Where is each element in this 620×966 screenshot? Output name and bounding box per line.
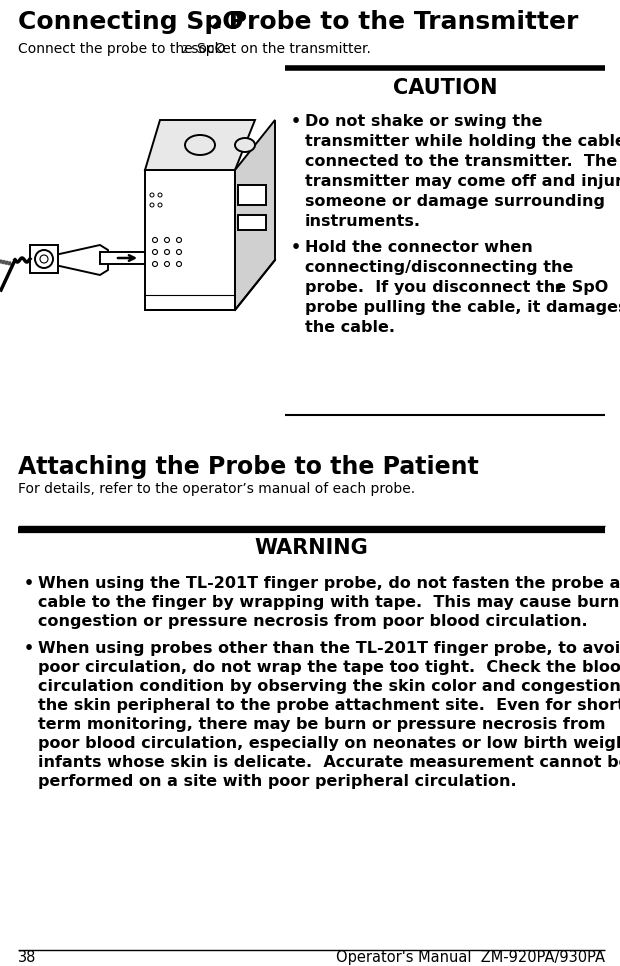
Text: probe pulling the cable, it damages: probe pulling the cable, it damages — [305, 300, 620, 315]
Text: someone or damage surrounding: someone or damage surrounding — [305, 194, 605, 209]
Circle shape — [35, 250, 53, 268]
Circle shape — [177, 262, 182, 267]
Circle shape — [150, 203, 154, 207]
Text: poor blood circulation, especially on neonates or low birth weight: poor blood circulation, especially on ne… — [38, 736, 620, 751]
Text: 2: 2 — [211, 16, 222, 31]
Text: Do not shake or swing the: Do not shake or swing the — [305, 114, 542, 129]
Text: transmitter while holding the cables: transmitter while holding the cables — [305, 134, 620, 149]
Text: •: • — [24, 641, 34, 656]
Circle shape — [177, 249, 182, 254]
Bar — [238, 185, 266, 205]
Polygon shape — [145, 120, 255, 170]
Text: WARNING: WARNING — [255, 538, 368, 558]
Circle shape — [153, 262, 157, 267]
Text: When using probes other than the TL-201T finger probe, to avoid: When using probes other than the TL-201T… — [38, 641, 620, 656]
Text: Connecting SpO: Connecting SpO — [18, 10, 244, 34]
Circle shape — [153, 238, 157, 242]
Text: 2: 2 — [554, 284, 562, 294]
Text: transmitter may come off and injure: transmitter may come off and injure — [305, 174, 620, 189]
Text: instruments.: instruments. — [305, 214, 421, 229]
Polygon shape — [145, 170, 235, 310]
Text: connecting/disconnecting the: connecting/disconnecting the — [305, 260, 574, 275]
Text: •: • — [24, 576, 34, 591]
Text: •: • — [291, 114, 301, 129]
Text: Attaching the Probe to the Patient: Attaching the Probe to the Patient — [18, 455, 479, 479]
Polygon shape — [55, 245, 108, 275]
Text: probe.  If you disconnect the SpO: probe. If you disconnect the SpO — [305, 280, 608, 295]
Text: performed on a site with poor peripheral circulation.: performed on a site with poor peripheral… — [38, 774, 516, 789]
Text: the cable.: the cable. — [305, 320, 395, 335]
Text: Probe to the Transmitter: Probe to the Transmitter — [220, 10, 578, 34]
Circle shape — [150, 193, 154, 197]
Bar — [30, 245, 58, 273]
Circle shape — [164, 238, 169, 242]
Polygon shape — [235, 120, 275, 310]
Text: the skin peripheral to the probe attachment site.  Even for short-: the skin peripheral to the probe attachm… — [38, 698, 620, 713]
Text: connected to the transmitter.  The: connected to the transmitter. The — [305, 154, 618, 169]
Circle shape — [158, 203, 162, 207]
Circle shape — [158, 193, 162, 197]
Text: Connect the probe to the SpO: Connect the probe to the SpO — [18, 42, 226, 56]
Text: •: • — [291, 240, 301, 255]
Text: 38: 38 — [18, 950, 37, 965]
Bar — [100, 252, 145, 264]
Text: When using the TL-201T finger probe, do not fasten the probe and: When using the TL-201T finger probe, do … — [38, 576, 620, 591]
Circle shape — [177, 238, 182, 242]
Circle shape — [164, 249, 169, 254]
Circle shape — [40, 255, 48, 263]
Text: socket on the transmitter.: socket on the transmitter. — [187, 42, 371, 56]
Text: Hold the connector when: Hold the connector when — [305, 240, 533, 255]
Text: CAUTION: CAUTION — [392, 78, 497, 98]
Text: term monitoring, there may be burn or pressure necrosis from: term monitoring, there may be burn or pr… — [38, 717, 606, 732]
Circle shape — [164, 262, 169, 267]
Circle shape — [153, 249, 157, 254]
Text: Operator's Manual  ZM-920PA/930PA: Operator's Manual ZM-920PA/930PA — [336, 950, 605, 965]
Text: circulation condition by observing the skin color and congestion at: circulation condition by observing the s… — [38, 679, 620, 694]
Ellipse shape — [185, 135, 215, 155]
Text: poor circulation, do not wrap the tape too tight.  Check the blood: poor circulation, do not wrap the tape t… — [38, 660, 620, 675]
Text: congestion or pressure necrosis from poor blood circulation.: congestion or pressure necrosis from poo… — [38, 614, 588, 629]
Text: 2: 2 — [181, 45, 187, 55]
Text: For details, refer to the operator’s manual of each probe.: For details, refer to the operator’s man… — [18, 482, 415, 496]
Text: infants whose skin is delicate.  Accurate measurement cannot be: infants whose skin is delicate. Accurate… — [38, 755, 620, 770]
Ellipse shape — [235, 138, 255, 152]
Bar — [238, 215, 266, 230]
Text: cable to the finger by wrapping with tape.  This may cause burn,: cable to the finger by wrapping with tap… — [38, 595, 620, 610]
